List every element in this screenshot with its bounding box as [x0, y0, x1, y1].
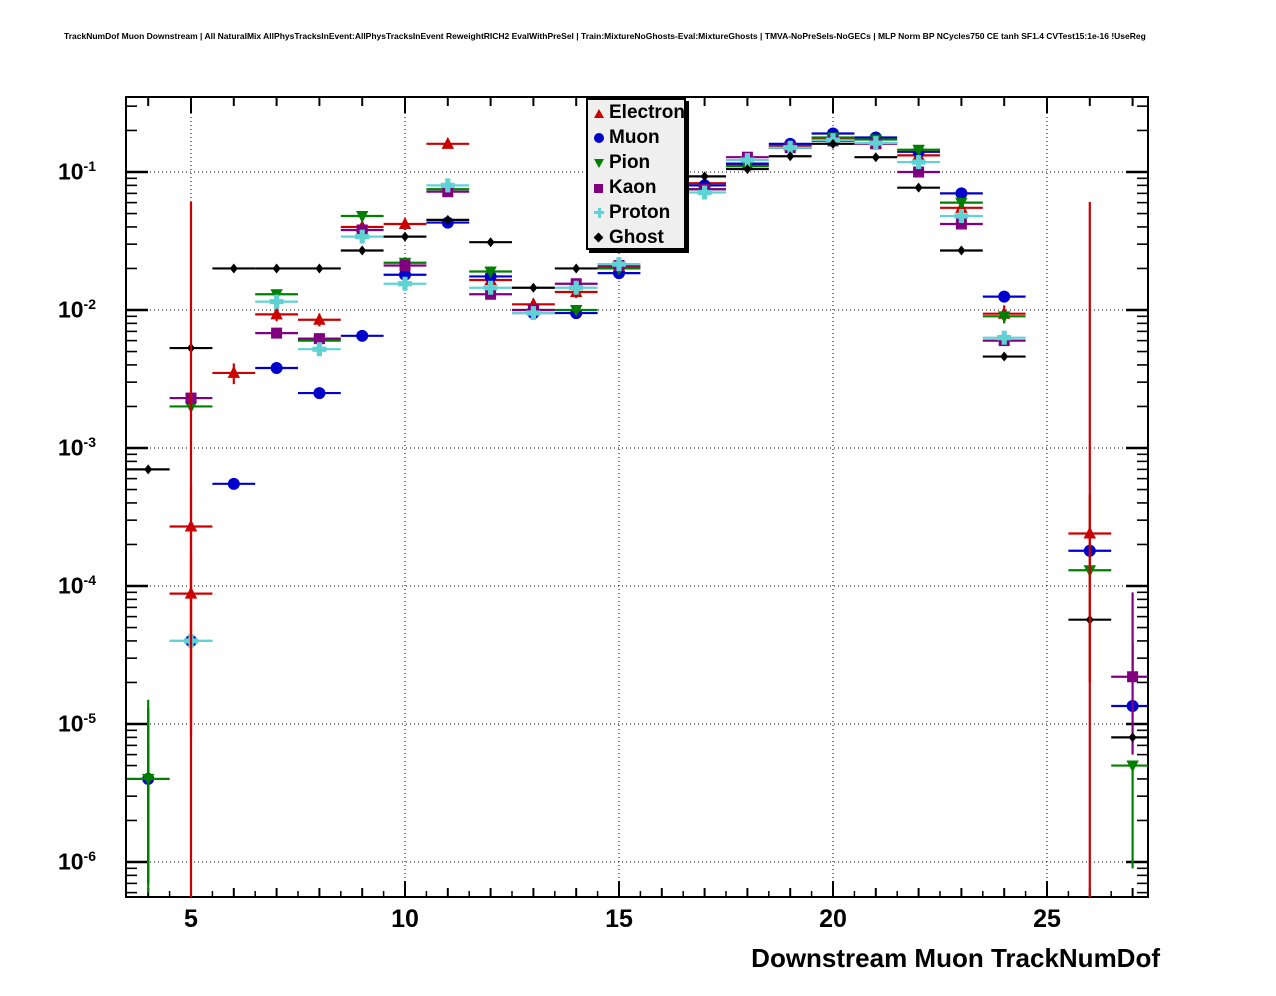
- data-marker: [270, 307, 283, 320]
- data-marker: [401, 231, 409, 242]
- legend-label-ghost: Ghost: [609, 227, 664, 248]
- data-marker: [997, 335, 1012, 341]
- legend-label-proton: Proton: [609, 202, 671, 223]
- data-marker: [612, 261, 626, 267]
- data-marker: [483, 285, 498, 291]
- legend[interactable]: Electron Muon Pion Kaon Proton Ghost: [586, 98, 686, 250]
- ytick-label-6: 10-6: [57, 848, 96, 875]
- data-marker: [955, 197, 968, 210]
- data-marker: [440, 182, 455, 188]
- data-marker: [398, 281, 412, 287]
- data-marker: [399, 260, 411, 272]
- legend-item-kaon[interactable]: Kaon: [588, 175, 684, 200]
- data-marker: [569, 285, 584, 291]
- data-marker: [227, 477, 240, 490]
- plot-frame: [125, 96, 1149, 898]
- data-marker: [356, 210, 369, 223]
- data-marker: [484, 266, 497, 279]
- xtick-label-5: 5: [184, 905, 198, 933]
- data-marker: [954, 213, 969, 219]
- data-marker: [998, 290, 1011, 303]
- data-marker: [955, 187, 968, 200]
- legend-label-kaon: Kaon: [609, 177, 657, 198]
- data-marker: [871, 152, 880, 163]
- data-marker: [398, 216, 412, 229]
- data-marker: [313, 333, 325, 345]
- data-marker: [441, 136, 454, 149]
- kaon-marker-icon: [591, 180, 607, 196]
- legend-item-ghost[interactable]: Ghost: [588, 225, 684, 250]
- data-marker: [269, 299, 284, 305]
- legend-label-pion: Pion: [609, 152, 651, 173]
- xtick-label-15: 15: [605, 905, 633, 933]
- x-ticks: [147, 97, 1134, 897]
- data-marker: [315, 263, 324, 274]
- data-marker: [740, 157, 755, 163]
- data-marker: [356, 329, 369, 342]
- data-marker: [355, 234, 370, 240]
- ghost-marker-icon: [591, 230, 607, 246]
- muon-marker-icon: [591, 130, 607, 146]
- ytick-label-3: 10-3: [57, 434, 96, 461]
- x-axis-title: Downstream Muon TrackNumDof: [751, 943, 1160, 973]
- electron-marker-icon: [591, 105, 607, 121]
- y-ticks: [126, 105, 1148, 894]
- data-marker: [1000, 351, 1009, 362]
- data-marker: [868, 140, 883, 146]
- ytick-label-1: 10-1: [57, 158, 96, 185]
- series-ghost: [126, 138, 1148, 743]
- data-marker: [913, 166, 925, 178]
- legend-item-pion[interactable]: Pion: [588, 150, 684, 175]
- data-marker: [572, 263, 581, 274]
- series-proton: [169, 133, 1026, 648]
- data-marker: [271, 327, 283, 339]
- data-marker: [783, 145, 798, 151]
- data-marker: [227, 365, 240, 378]
- data-marker: [911, 159, 926, 165]
- ytick-label-4: 10-4: [57, 572, 96, 599]
- legend-label-muon: Muon: [609, 127, 660, 148]
- legend-item-proton[interactable]: Proton: [588, 200, 684, 225]
- xtick-label-10: 10: [391, 905, 419, 933]
- data-marker: [313, 312, 326, 325]
- legend-item-muon[interactable]: Muon: [588, 125, 684, 150]
- data-marker: [443, 214, 452, 225]
- data-marker: [955, 218, 967, 230]
- data-marker: [829, 138, 837, 149]
- data-marker: [529, 282, 538, 293]
- data-marker: [697, 189, 712, 196]
- data-marker: [144, 464, 153, 475]
- data-marker: [270, 361, 283, 374]
- page-title: TrackNumDof Muon Downstream | All Natura…: [64, 31, 1146, 41]
- data-marker: [957, 245, 966, 256]
- legend-item-electron[interactable]: Electron: [588, 100, 686, 125]
- data-marker: [358, 245, 367, 256]
- ytick-label-5: 10-5: [57, 710, 96, 737]
- ytick-label-2: 10-2: [57, 296, 96, 323]
- data-marker: [399, 268, 411, 281]
- data-marker: [272, 263, 281, 274]
- pion-marker-icon: [591, 155, 607, 171]
- data-marker: [1128, 732, 1137, 743]
- data-marker: [912, 144, 925, 157]
- proton-marker-icon: [591, 205, 607, 221]
- data-marker: [312, 346, 327, 352]
- data-marker: [743, 164, 752, 175]
- data-marker: [998, 311, 1011, 324]
- data-marker: [486, 237, 495, 248]
- xtick-label-25: 25: [1033, 905, 1061, 933]
- xtick-label-20: 20: [819, 905, 847, 933]
- data-marker: [700, 171, 709, 182]
- data-marker: [786, 151, 795, 162]
- data-marker: [570, 305, 583, 317]
- data-marker: [526, 310, 541, 316]
- data-marker: [914, 182, 923, 193]
- data-marker: [313, 387, 326, 400]
- data-marker: [229, 263, 238, 274]
- legend-label-electron: Electron: [609, 102, 686, 123]
